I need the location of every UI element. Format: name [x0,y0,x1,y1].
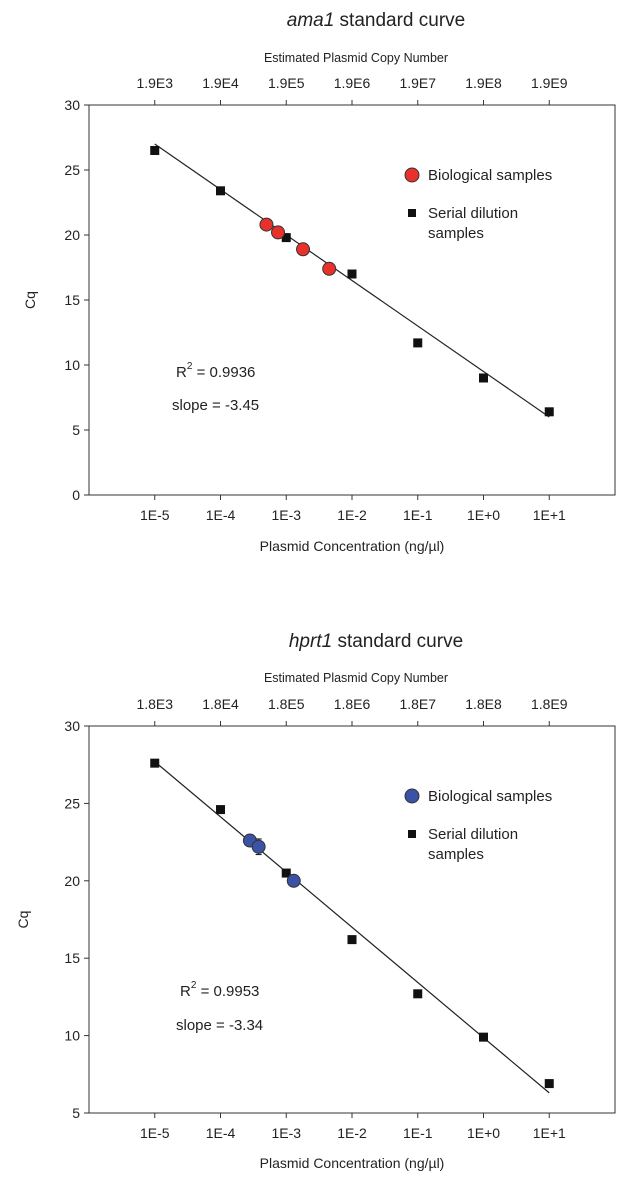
serial-dilution-point [281,868,291,878]
legend-circle-marker [404,788,420,804]
x-tick-label: 1E+0 [467,1125,500,1141]
serial-dilution-point [479,373,488,383]
top-tick-label: 1.8E5 [268,696,305,712]
top-tick-label: 1.8E8 [465,696,502,712]
ama1-standard-curve-chart: ama1 standard curve Estimated Plasmid Cop… [22,10,616,554]
serial-dilution-point [216,186,225,196]
y-tick-label: 10 [64,1028,80,1044]
legend-serial-dilution-line2: samples [428,225,484,242]
x-tick-label: 1E-4 [206,507,236,523]
serial-dilution-point [544,407,554,417]
y-tick-label: 20 [64,227,80,243]
y-tick-label: 20 [64,873,80,889]
y-tick-label: 25 [64,162,80,178]
legend-biological-samples: Biological samples [428,788,552,805]
serial-dilution-point [150,758,160,768]
y-tick-label: 30 [64,97,80,113]
legend-biological-samples: Biological samples [428,167,552,184]
r-squared-symbol: R [176,364,187,381]
serial-dilution-point [347,935,357,945]
x-tick-label: 1E-2 [337,507,367,523]
y-tick-label: 15 [64,292,80,308]
top-tick-label: 1.9E6 [334,75,371,91]
r-squared-annotation: R2 = 0.9936 [176,361,255,381]
y-tick-label: 30 [64,718,80,734]
x-axis-label: Plasmid Concentration (ng/µl) [260,1155,445,1171]
biological-sample-point [322,261,337,276]
serial-dilution-point [216,805,225,815]
serial-dilution-point [479,1032,488,1042]
x-tick-label: 1E-4 [206,1125,236,1141]
top-tick-label: 1.9E9 [531,75,568,91]
y-tick-label: 15 [64,950,80,966]
biological-sample-point [296,242,311,257]
serial-dilution-point [281,233,291,243]
top-tick-label: 1.8E3 [136,696,173,712]
chart-title: ama1 standard curve [287,10,466,31]
x-tick-label: 1E-2 [337,1125,367,1141]
legend-serial-dilution-line1: Serial dilution [428,205,518,222]
r-squared-value: = 0.9953 [196,983,259,1000]
r-squared-value: = 0.9936 [192,364,255,381]
y-tick-label: 5 [72,1105,80,1121]
biological-sample-point [271,225,286,240]
plot-area-frame [88,104,616,496]
r-squared-superscript: 2 [191,980,197,991]
top-tick-label: 1.9E3 [136,75,173,91]
x-tick-label: 1E-3 [271,507,301,523]
top-tick-label: 1.8E4 [202,696,239,712]
top-axis-label: Estimated Plasmid Copy Number [264,671,448,685]
y-axis-label: Cq [22,291,38,309]
chart-title-gene: ama1 [287,10,335,31]
serial-dilution-point [150,146,160,155]
x-tick-label: 1E-1 [403,507,433,523]
x-tick-label: 1E+1 [533,1125,566,1141]
x-tick-label: 1E+0 [467,507,500,523]
slope-annotation: slope = -3.34 [176,1017,263,1034]
x-tick-label: 1E-1 [403,1125,433,1141]
hprt1-standard-curve-chart: hprt1 standard curve Estimated Plasmid Co… [15,631,616,1171]
chart-title-gene: hprt1 [289,631,332,652]
regression-line [154,761,550,1094]
biological-sample-point [286,873,301,888]
biological-sample-point [251,839,266,854]
legend-serial-dilution-line2: samples [428,846,484,863]
x-tick-label: 1E+1 [533,507,566,523]
x-tick-label: 1E-3 [271,1125,301,1141]
r-squared-symbol: R [180,983,191,1000]
y-tick-label: 5 [72,422,80,438]
y-axis-label: Cq [15,911,31,929]
top-tick-label: 1.9E8 [465,75,502,91]
y-tick-label: 25 [64,795,80,811]
y-tick-label: 0 [72,487,80,503]
top-tick-label: 1.9E5 [268,75,305,91]
serial-dilution-point [413,338,423,348]
top-tick-label: 1.8E7 [399,696,436,712]
legend-serial-dilution-line1: Serial dilution [428,826,518,843]
legend-circle-marker [404,167,420,183]
top-tick-label: 1.8E9 [531,696,568,712]
x-tick-label: 1E-5 [140,1125,170,1141]
serial-dilution-point [413,989,423,999]
chart-title: hprt1 standard curve [289,631,463,652]
top-axis-label: Estimated Plasmid Copy Number [264,51,448,65]
x-axis-label: Plasmid Concentration (ng/µl) [260,538,445,554]
legend-square-marker [408,209,416,217]
slope-annotation: slope = -3.45 [172,397,259,414]
biological-sample-point [259,217,274,232]
r-squared-superscript: 2 [187,361,193,372]
x-tick-label: 1E-5 [140,507,170,523]
top-tick-label: 1.8E6 [334,696,371,712]
legend-square-marker [408,830,416,838]
chart-title-rest: standard curve [334,10,465,31]
top-tick-label: 1.9E7 [399,75,436,91]
serial-dilution-point [347,269,357,279]
chart-title-rest: standard curve [332,631,463,652]
r-squared-annotation: R2 = 0.9953 [180,980,259,1000]
plot-area-frame [88,725,616,1114]
y-tick-label: 10 [64,357,80,373]
top-tick-label: 1.9E4 [202,75,239,91]
serial-dilution-point [544,1079,554,1089]
